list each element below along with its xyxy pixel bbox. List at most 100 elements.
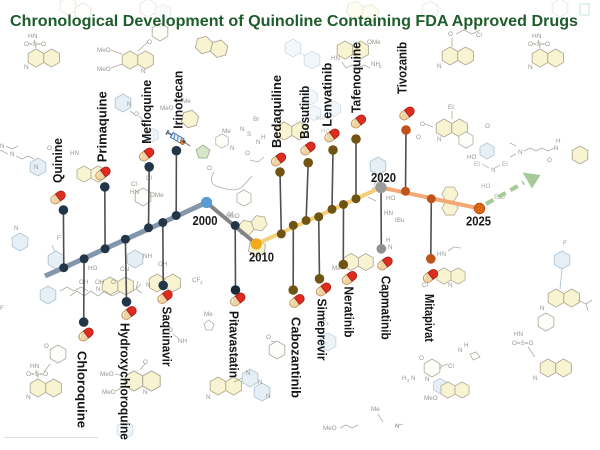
svg-text:Cl: Cl bbox=[476, 32, 482, 39]
svg-text:MeO: MeO bbox=[100, 371, 114, 378]
svg-text:2: 2 bbox=[407, 378, 410, 383]
svg-text:N: N bbox=[437, 136, 442, 143]
svg-text:O: O bbox=[147, 39, 152, 46]
svg-text:Chloroquine: Chloroquine bbox=[75, 351, 90, 428]
svg-text:O: O bbox=[416, 134, 421, 141]
svg-text:Neratinib: Neratinib bbox=[342, 287, 357, 338]
svg-text:Bosutinib: Bosutinib bbox=[297, 86, 312, 139]
svg-text:Quinine: Quinine bbox=[50, 138, 65, 183]
svg-text:N: N bbox=[554, 145, 559, 152]
svg-text:N: N bbox=[425, 376, 430, 383]
svg-text:S: S bbox=[247, 131, 251, 138]
svg-text:N: N bbox=[127, 101, 132, 108]
svg-text:Lenvatinib: Lenvatinib bbox=[320, 63, 335, 127]
svg-text:Pitavastatin: Pitavastatin bbox=[227, 311, 242, 378]
svg-text:MeO: MeO bbox=[97, 66, 111, 73]
svg-text:3: 3 bbox=[326, 321, 329, 326]
svg-text:OMe: OMe bbox=[367, 39, 381, 46]
svg-text:NH: NH bbox=[143, 253, 153, 260]
svg-text:N: N bbox=[518, 149, 523, 156]
svg-text:OH: OH bbox=[95, 279, 105, 286]
svg-text:O: O bbox=[266, 334, 271, 341]
svg-text:2020: 2020 bbox=[371, 171, 396, 185]
svg-text:M: M bbox=[228, 211, 233, 218]
svg-text:2010: 2010 bbox=[249, 251, 274, 265]
svg-text:HO: HO bbox=[88, 265, 98, 272]
svg-text:Et: Et bbox=[474, 161, 480, 168]
svg-text:O: O bbox=[168, 327, 173, 334]
svg-text:H: H bbox=[386, 237, 391, 244]
svg-text:MeO: MeO bbox=[226, 213, 240, 220]
svg-text:CF: CF bbox=[318, 318, 327, 325]
svg-text:CN: CN bbox=[120, 266, 130, 273]
svg-text:O: O bbox=[245, 150, 250, 157]
svg-text:O: O bbox=[448, 31, 453, 38]
svg-text:O: O bbox=[207, 165, 212, 172]
svg-text:O: O bbox=[547, 157, 552, 164]
svg-text:N: N bbox=[395, 423, 400, 430]
svg-text:Me: Me bbox=[371, 406, 380, 413]
svg-text:Mefloquine: Mefloquine bbox=[139, 80, 154, 144]
svg-text:N: N bbox=[540, 305, 545, 312]
svg-text:2025: 2025 bbox=[466, 215, 491, 229]
svg-text:Tafenoquine: Tafenoquine bbox=[348, 42, 363, 113]
svg-text:HN: HN bbox=[384, 210, 394, 217]
svg-text:N: N bbox=[458, 347, 463, 354]
svg-text:CF: CF bbox=[192, 277, 201, 284]
svg-text:HN: HN bbox=[331, 55, 341, 62]
svg-text:F: F bbox=[563, 240, 567, 247]
svg-text:Me: Me bbox=[332, 265, 341, 272]
svg-text:N: N bbox=[96, 286, 101, 293]
svg-text:N: N bbox=[34, 164, 39, 171]
svg-text:N: N bbox=[491, 167, 496, 174]
svg-text:O: O bbox=[419, 355, 424, 362]
svg-text:HO: HO bbox=[386, 195, 396, 202]
svg-text:N: N bbox=[141, 68, 146, 75]
svg-text:3: 3 bbox=[200, 280, 203, 285]
svg-text:N: N bbox=[10, 151, 15, 158]
svg-text:O: O bbox=[47, 145, 52, 152]
svg-text:NH: NH bbox=[178, 338, 188, 345]
svg-text:2000: 2000 bbox=[193, 214, 218, 228]
svg-text:N: N bbox=[388, 244, 393, 251]
svg-text:Capmatinib: Capmatinib bbox=[379, 276, 394, 340]
svg-text:tBu: tBu bbox=[395, 217, 405, 224]
svg-text:MeO: MeO bbox=[424, 395, 438, 402]
svg-text:HN: HN bbox=[437, 251, 447, 258]
svg-text:N: N bbox=[448, 282, 453, 289]
svg-text:Cl: Cl bbox=[131, 181, 137, 188]
svg-text:N: N bbox=[14, 225, 19, 232]
svg-text:O: O bbox=[143, 359, 148, 366]
svg-text:Hydroxychloroquine: Hydroxychloroquine bbox=[118, 323, 133, 440]
svg-text:H: H bbox=[402, 375, 407, 382]
svg-text:Irinotecan: Irinotecan bbox=[171, 71, 186, 129]
svg-text:O: O bbox=[111, 279, 116, 286]
svg-text:MeO: MeO bbox=[160, 105, 174, 112]
svg-text:Me: Me bbox=[182, 98, 191, 105]
svg-text:HO: HO bbox=[321, 128, 331, 135]
svg-text:O: O bbox=[420, 121, 425, 128]
svg-text:H: H bbox=[261, 134, 266, 141]
svg-text:O: O bbox=[485, 123, 490, 130]
svg-text:Bedaquiline: Bedaquiline bbox=[269, 75, 284, 148]
svg-text:OMe: OMe bbox=[150, 192, 164, 199]
svg-text:Saquinavir: Saquinavir bbox=[160, 307, 175, 367]
svg-text:Mitapivat: Mitapivat bbox=[422, 294, 437, 342]
svg-text:2: 2 bbox=[379, 64, 382, 69]
svg-text:O: O bbox=[134, 111, 139, 118]
svg-text:H: H bbox=[464, 342, 469, 349]
svg-text:N: N bbox=[0, 143, 5, 150]
svg-text:O: O bbox=[44, 343, 49, 350]
svg-text:N: N bbox=[143, 389, 148, 396]
svg-text:F: F bbox=[0, 305, 4, 312]
svg-text:HN: HN bbox=[514, 331, 524, 338]
svg-text:F: F bbox=[57, 235, 61, 242]
svg-text:N: N bbox=[533, 375, 538, 382]
svg-text:Tivozanib: Tivozanib bbox=[394, 42, 409, 94]
svg-text:MeO: MeO bbox=[102, 389, 116, 396]
svg-text:Me: Me bbox=[316, 115, 325, 122]
svg-text:Cl: Cl bbox=[448, 363, 454, 370]
svg-text:Me: Me bbox=[222, 128, 231, 135]
svg-text:MeO: MeO bbox=[323, 425, 337, 432]
svg-text:N: N bbox=[240, 126, 245, 133]
